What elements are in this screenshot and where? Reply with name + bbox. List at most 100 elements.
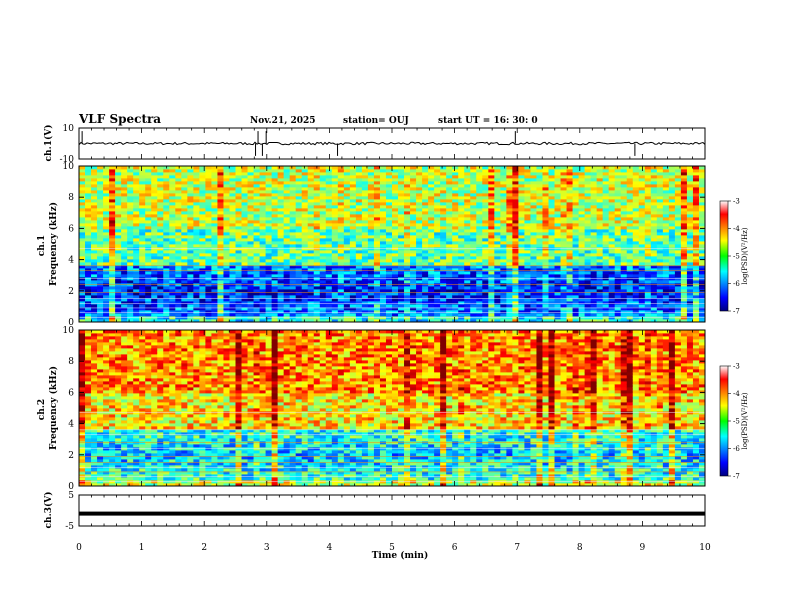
spectrogram-cell (247, 268, 254, 272)
spectrogram-cell (79, 271, 86, 275)
spectrogram-cell (620, 298, 628, 302)
spectrogram-cell (379, 181, 387, 185)
spectrogram-cell (572, 187, 579, 191)
spectrogram-cell (319, 223, 327, 227)
spectrogram-cell (385, 178, 393, 182)
spectrogram-cell (373, 307, 381, 311)
spectrogram-cell (289, 301, 297, 305)
spectrogram-cell (608, 208, 616, 212)
spectrogram-cell (578, 256, 586, 260)
spectrogram-cell (458, 280, 465, 284)
spectrogram-cell (277, 220, 285, 224)
spectrogram-cell (494, 193, 501, 197)
spectrogram-cell (313, 187, 321, 191)
spectrogram-cell (283, 196, 291, 200)
spectrogram-cell (584, 295, 592, 299)
spectrogram-cell (145, 253, 152, 257)
spectrogram-cell (295, 268, 303, 272)
spectrogram-cell (349, 181, 357, 185)
spectrogram-cell (590, 268, 598, 272)
spectrogram-cell (121, 229, 128, 233)
spectrogram-cell (379, 175, 387, 179)
spectrogram-cell (289, 265, 297, 269)
spectrogram-cell (572, 220, 579, 224)
spectrogram-cell (205, 199, 212, 203)
spectrogram-cell (385, 223, 393, 227)
spectrogram-cell (91, 169, 98, 173)
spectrogram-cell (530, 274, 537, 278)
spectrogram-cell (446, 277, 453, 281)
spectrogram-cell (638, 217, 646, 221)
spectrogram-cell (524, 184, 531, 188)
spectrogram-cell (217, 175, 224, 179)
spectrogram-cell (644, 280, 652, 284)
spectrogram-cell (644, 169, 652, 173)
spectrogram-cell (385, 169, 393, 173)
spectrogram-cell (428, 244, 435, 248)
spectrogram-cell (319, 241, 327, 245)
spectrogram-cell (488, 199, 495, 203)
spectrogram-cell (452, 259, 459, 263)
spectrogram-cell (410, 298, 417, 302)
spectrogram-cell (560, 208, 567, 212)
spectrogram-cell (199, 313, 206, 317)
spectrogram-cell (331, 256, 339, 260)
spectrogram-cell (241, 193, 248, 197)
spectrogram-cell (79, 226, 86, 230)
spectrogram-cell (337, 181, 345, 185)
spectrogram-cell (199, 298, 206, 302)
spectrogram-cell (470, 235, 477, 239)
spectrogram-cell (446, 310, 453, 314)
spectrogram-cell (590, 166, 598, 170)
spectrogram-cell (145, 250, 152, 254)
spectrogram-cell (524, 310, 531, 314)
figure-title: VLF Spectra (78, 112, 161, 126)
spectrogram-cell (584, 232, 592, 236)
spectrogram-cell (157, 313, 164, 317)
spectrogram-cell (121, 211, 128, 215)
spectrogram-cell (572, 274, 579, 278)
spectrogram-cell (548, 298, 555, 302)
spectrogram-cell (103, 205, 110, 209)
spectrogram-cell (385, 277, 393, 281)
spectrogram-cell (163, 220, 170, 224)
spectrogram-cell (428, 205, 435, 209)
spectrogram-cell (265, 232, 273, 236)
spectrogram-cell (151, 313, 158, 317)
spectrogram-cell (79, 217, 86, 221)
spectrogram-cell (488, 217, 495, 221)
spectrogram-cell (169, 295, 176, 299)
spectrogram-cell (632, 226, 640, 230)
spectrogram-cell (632, 214, 640, 218)
spectrogram-cell (175, 262, 182, 266)
spectrogram-cell (109, 223, 116, 227)
spectrogram-cell (361, 205, 369, 209)
spectrogram-cell (476, 262, 483, 266)
spectrogram-cell (97, 256, 104, 260)
spectrogram-cell (235, 250, 242, 254)
spectrogram-cell (644, 256, 652, 260)
spectrogram-cell (518, 298, 525, 302)
spectrogram-cell (398, 205, 405, 209)
spectrogram-cell (602, 316, 610, 320)
spectrogram-cell (488, 196, 495, 200)
spectrogram-cell (157, 256, 164, 260)
spectrogram-cell (193, 178, 200, 182)
spectrogram-cell (361, 196, 369, 200)
spectrogram-cell (626, 217, 634, 221)
spectrogram-cell (229, 220, 236, 224)
spectrogram-cell (121, 277, 128, 281)
spectrogram-cell (337, 223, 345, 227)
spectrogram-cell (500, 319, 507, 323)
spectrogram-cell (85, 214, 92, 218)
spectrogram-cell (596, 229, 604, 233)
spectrogram-cell (392, 208, 399, 212)
spectrogram-cell (235, 217, 242, 221)
spectrogram-cell (422, 301, 429, 305)
spectrogram-cell (596, 268, 604, 272)
spectrogram-cell (470, 307, 477, 311)
spectrogram-cell (139, 256, 146, 260)
spectrogram-cell (398, 193, 405, 197)
spectrogram-cell (512, 262, 519, 266)
spectrogram-cell (590, 181, 598, 185)
